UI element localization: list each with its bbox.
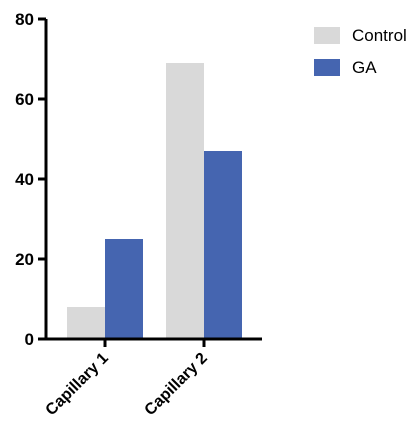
legend: Control GA [314, 26, 407, 77]
legend-label-ga: GA [352, 58, 377, 77]
y-tick-label: 20 [15, 250, 34, 269]
x-tick-label: Capillary 1 [43, 350, 112, 419]
x-tick-label: Capillary 2 [142, 350, 211, 419]
y-tick-label: 80 [15, 10, 34, 29]
bars-group [67, 63, 242, 339]
legend-swatch-ga [314, 59, 340, 76]
bar-control-1 [67, 307, 105, 339]
bar-control-2 [166, 63, 204, 339]
bar-ga-1 [105, 239, 143, 339]
y-tick-label: 40 [15, 170, 34, 189]
y-tick-label: 60 [15, 90, 34, 109]
legend-swatch-control [314, 27, 340, 44]
y-tick-label: 0 [25, 330, 34, 349]
legend-label-control: Control [352, 26, 407, 45]
bar-ga-2 [204, 151, 242, 339]
